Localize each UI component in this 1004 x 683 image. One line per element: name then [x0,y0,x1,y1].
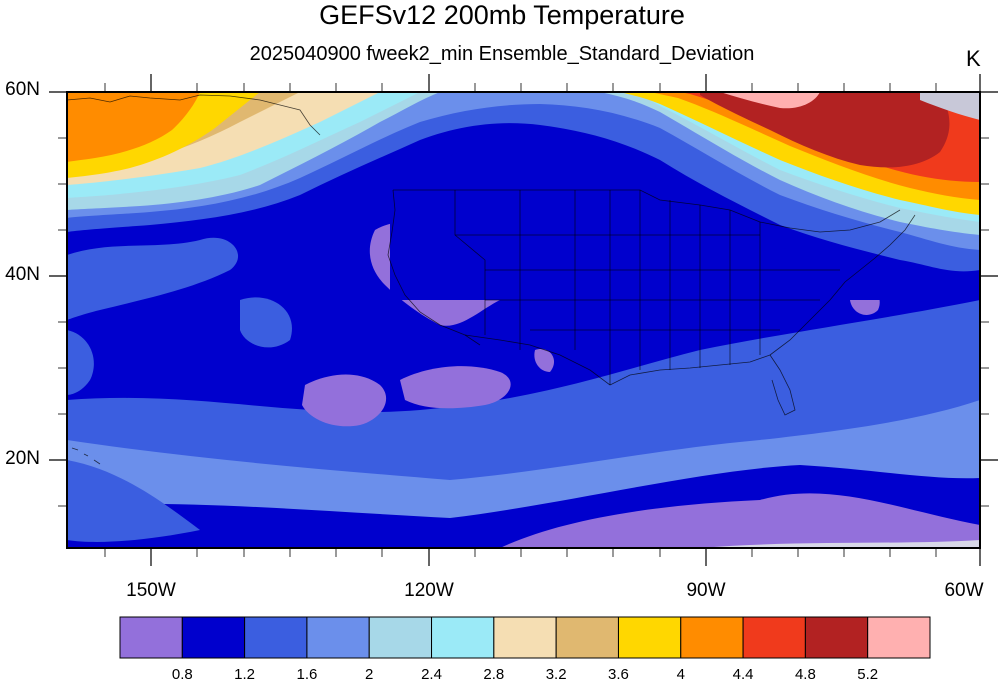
colorbar-tick-label: 1.6 [296,666,318,683]
map-title: GEFSv12 200mb Temperature [319,0,685,30]
map-subtitle: 2025040900 fweek2_min Ensemble_Standard_… [249,43,755,65]
units-label: K [966,46,981,71]
colorbar [119,616,931,659]
colorbar-tick-label: 1.2 [234,666,256,683]
border-mexico-us [464,334,611,386]
colorbar-tick-label: 2 [365,666,374,683]
lat-label-20n: 20N [5,448,40,469]
colorbar-swatch [306,616,370,659]
colorbar-tick-label: 2.8 [483,666,505,683]
colorbar-tick-label: 3.2 [545,666,567,683]
coastline-florida [769,354,796,416]
map-minor-ticks [58,83,989,557]
patch-west-royal [67,237,239,320]
patch-lavender-pac-2 [400,366,511,409]
colorbar-tick-label: 5.2 [857,666,879,683]
lon-label-90w: 90W [686,580,726,601]
colorbar-swatch [119,616,183,659]
lat-label-40n: 40N [5,264,40,285]
map-frame [66,91,981,549]
colorbar-tick-label: 4.8 [794,666,816,683]
hawaii-islands [71,447,101,465]
band-north-lightgray-ne [920,92,980,120]
colorbar-tick-label: 4 [676,666,685,683]
alaska-coast [67,94,321,136]
colorbar-swatch [493,616,557,659]
coastline-west-us [387,189,481,346]
band-north-pink [720,92,820,109]
lat-label-60n: 60N [5,79,40,100]
lon-label-60w: 60W [944,580,984,601]
colorbar-swatch [555,616,619,659]
patch-lavender-gulf [534,349,555,372]
colorbar-swatch [867,616,931,659]
colorbar-swatch [431,616,495,659]
patch-west-royal-3 [67,330,94,395]
patch-west-royal-2 [240,297,292,348]
colorbar-swatch [680,616,744,659]
state-line-1 [454,190,486,335]
colorbar-swatch [617,616,682,659]
coastline-east-us [769,214,916,356]
colorbar-tick-label: 2.4 [421,666,442,683]
colorbar-tick-label: 3.6 [608,666,629,683]
contour-field [67,92,980,548]
band-north-brown [700,92,950,168]
lon-label-150w: 150W [126,580,176,601]
colorbar-swatch [244,616,308,659]
map-ticks [49,74,998,566]
colorbar-swatch [742,616,806,659]
colorbar-tick-label: 4.4 [732,666,754,683]
coastline-gulf [609,354,771,386]
map-boundaries [67,94,916,465]
band-north-dark-under [390,134,900,300]
band-south-lightgray [700,540,980,548]
colorbar-swatch [804,616,869,659]
band-south-lavender [500,493,980,548]
lon-label-120w: 120W [404,580,454,601]
patch-lavender-pac-1 [302,374,387,427]
colorbar-tick-label: 0.8 [171,666,193,683]
colorbar-swatch [181,616,246,659]
colorbar-swatch [368,616,433,659]
band-south-royal-west [67,460,200,542]
